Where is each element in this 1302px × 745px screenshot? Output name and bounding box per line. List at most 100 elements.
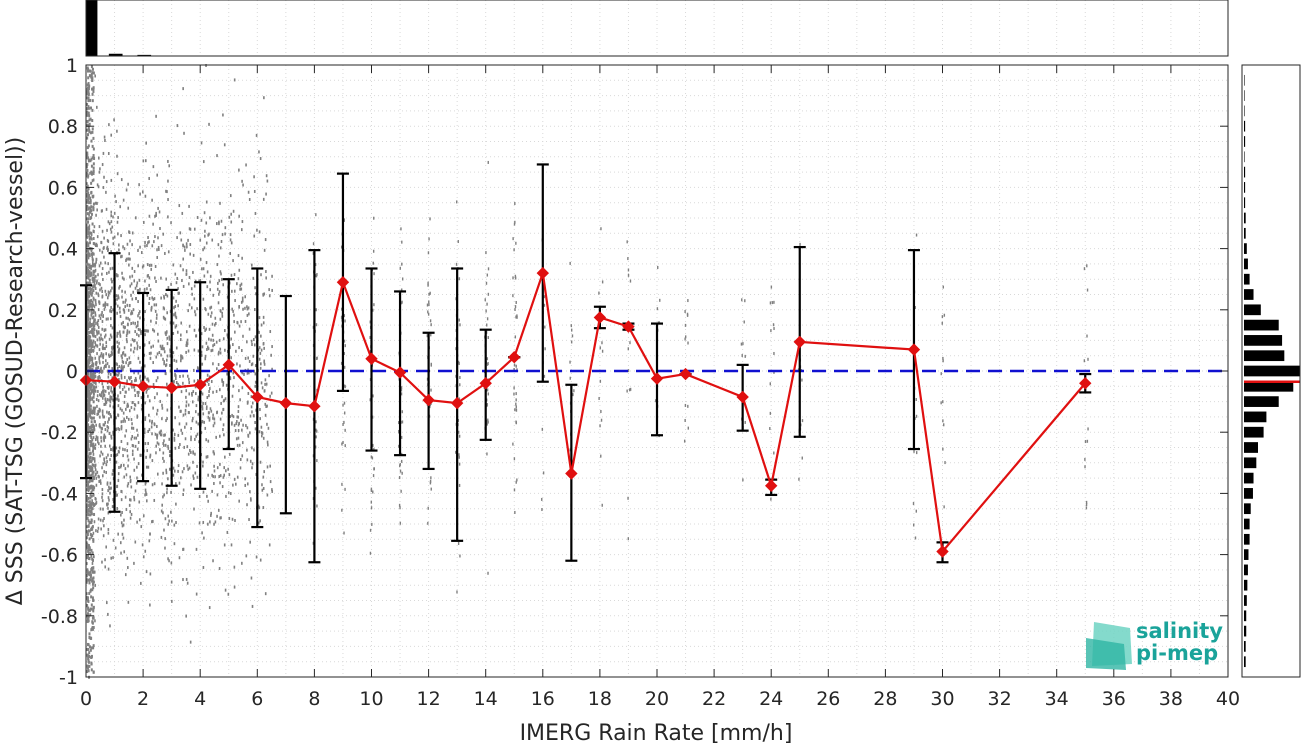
scatter-point — [93, 237, 95, 241]
scatter-point — [175, 374, 177, 378]
scatter-point — [271, 488, 273, 492]
scatter-point — [113, 118, 115, 122]
scatter-point — [137, 264, 139, 268]
scatter-point — [239, 457, 242, 461]
scatter-point — [91, 507, 94, 511]
scatter-point — [110, 335, 113, 339]
scatter-point — [162, 232, 165, 236]
scatter-point — [151, 421, 153, 425]
scatter-point — [400, 388, 403, 392]
scatter-point — [197, 349, 200, 353]
scatter-point — [182, 547, 184, 551]
scatter-point — [401, 420, 404, 424]
scatter-point — [265, 192, 267, 196]
x-tick-label: 24 — [759, 688, 783, 710]
scatter-point — [254, 211, 257, 215]
scatter-point — [88, 459, 91, 463]
scatter-point — [104, 565, 107, 569]
scatter-point — [344, 487, 346, 491]
scatter-point — [182, 284, 185, 288]
scatter-point — [190, 427, 192, 431]
scatter-point — [232, 483, 234, 487]
scatter-point — [196, 464, 198, 468]
scatter-point — [103, 236, 105, 240]
scatter-point — [258, 506, 261, 510]
scatter-point — [140, 332, 142, 336]
scatter-point — [137, 356, 140, 360]
right-hist-bar — [1244, 472, 1254, 484]
scatter-point — [118, 385, 121, 389]
right-hist-frame — [1241, 64, 1301, 678]
scatter-point — [741, 298, 743, 302]
scatter-point — [344, 344, 346, 348]
scatter-point — [87, 187, 90, 191]
scatter-point — [128, 252, 131, 256]
scatter-point — [112, 469, 114, 473]
scatter-point — [1084, 465, 1086, 469]
scatter-point — [248, 371, 250, 375]
scatter-point — [151, 244, 154, 248]
scatter-point — [92, 580, 95, 584]
scatter-point — [160, 353, 162, 357]
scatter-point — [86, 503, 88, 507]
x-tick-label: 38 — [1159, 688, 1183, 710]
scatter-point — [86, 146, 89, 150]
scatter-point — [116, 154, 118, 158]
scatter-point — [88, 241, 91, 245]
scatter-point — [343, 365, 346, 369]
scatter-point — [104, 328, 107, 332]
scatter-point — [173, 379, 175, 383]
scatter-point — [150, 263, 153, 267]
scatter-point — [88, 500, 91, 504]
scatter-point — [248, 327, 251, 331]
scatter-point — [196, 307, 198, 311]
right-hist-bar — [1244, 396, 1279, 407]
scatter-point — [86, 268, 88, 272]
scatter-point — [89, 513, 92, 517]
scatter-point — [146, 263, 149, 267]
scatter-point — [213, 452, 216, 456]
scatter-point — [87, 384, 90, 388]
scatter-point — [122, 454, 124, 458]
scatter-point — [513, 392, 515, 396]
scatter-point — [100, 391, 103, 395]
scatter-point — [113, 235, 116, 239]
scatter-point — [254, 421, 256, 425]
scatter-point — [92, 646, 95, 650]
scatter-point — [143, 287, 146, 291]
scatter-point — [103, 175, 105, 179]
scatter-point — [122, 523, 125, 527]
scatter-point — [126, 556, 129, 560]
scatter-point — [163, 443, 165, 447]
scatter-point — [86, 123, 89, 127]
scatter-point — [179, 359, 182, 363]
scatter-point — [116, 366, 119, 370]
scatter-point — [202, 160, 205, 164]
scatter-point — [87, 312, 90, 316]
scatter-point — [773, 300, 775, 304]
scatter-point — [127, 323, 129, 327]
x-tick-label: 14 — [474, 688, 498, 710]
scatter-point — [250, 405, 253, 409]
scatter-point — [341, 442, 343, 446]
scatter-point — [107, 567, 110, 571]
scatter-point — [86, 541, 88, 545]
scatter-point — [218, 222, 220, 226]
scatter-point — [944, 461, 946, 465]
scatter-point — [92, 348, 95, 352]
scatter-point — [122, 419, 124, 423]
scatter-point — [109, 309, 111, 313]
scatter-point — [106, 381, 109, 385]
scatter-point — [207, 347, 210, 351]
scatter-point — [88, 272, 91, 276]
scatter-point — [115, 446, 118, 450]
scatter-point — [89, 357, 92, 361]
scatter-point — [92, 586, 95, 590]
scatter-point — [133, 468, 136, 472]
scatter-point — [91, 261, 94, 265]
scatter-point — [87, 483, 90, 487]
scatter-point — [133, 338, 136, 342]
scatter-point — [131, 385, 133, 389]
scatter-point — [772, 323, 775, 327]
scatter-point — [99, 507, 102, 511]
